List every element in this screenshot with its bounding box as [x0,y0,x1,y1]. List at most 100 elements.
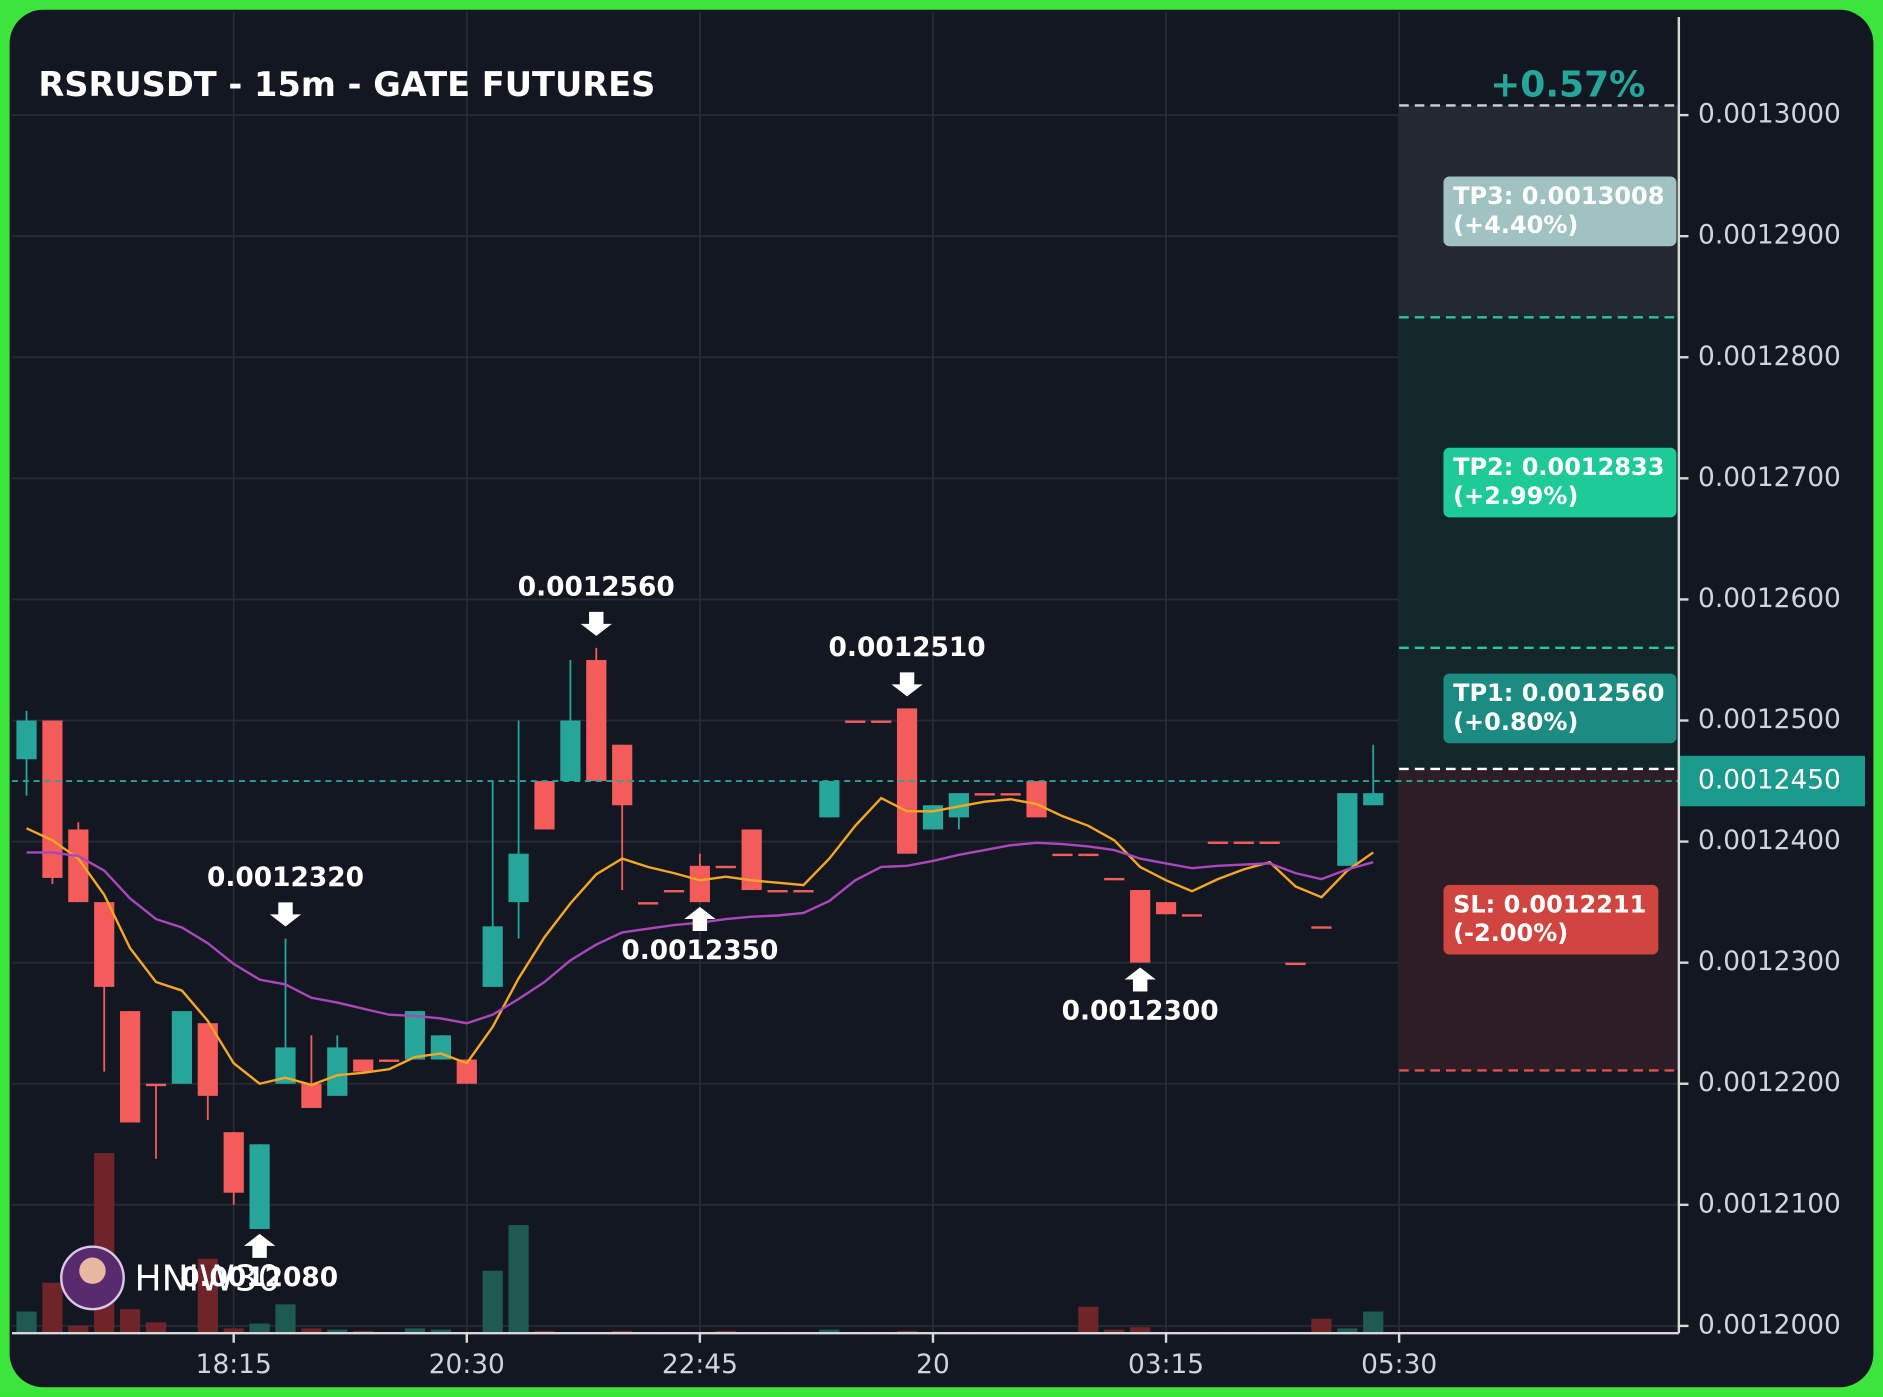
avatar-face [79,1257,106,1284]
level-box [1443,447,1677,518]
candle-body [663,890,685,893]
x-tick-label: 05:30 [1361,1349,1437,1380]
y-tick-label: 0.0013000 [1698,99,1841,130]
candle-body [715,865,736,869]
candle-body [1130,890,1151,963]
x-tick-label: 20:30 [429,1349,505,1380]
candle-body [974,793,995,796]
candle-body [1285,962,1306,966]
y-tick-label: 0.0012400 [1698,825,1841,856]
candle-body [68,829,89,903]
annotation-arrow [891,672,923,697]
last-price-tag [1678,755,1865,807]
candle-body [456,1059,477,1084]
candles [16,647,1384,1230]
candle-body [1026,781,1047,818]
volume-bar [508,1225,529,1334]
annotation-label: 0.0012510 [829,632,986,663]
volume-bar [1311,1318,1332,1334]
candle-body [353,1059,374,1072]
candle-body [1000,793,1021,796]
level-change: (+0.80%) [1453,708,1578,736]
candle-body [586,659,607,782]
y-tick-label: 0.0012000 [1698,1309,1841,1340]
annotation-label: 0.0012560 [518,571,675,602]
annotation-arrow [269,902,302,927]
candle-body [689,865,710,903]
level-label: TP1: 0.0012560 [1453,679,1664,707]
moving-average [26,796,1374,1087]
x-tick-label: 20 [916,1349,950,1380]
overlay: 0.0012450 TP3: 0.0013008(+4.40%) TP2: 0.00… [12,104,1865,1293]
candle-body [404,1011,426,1060]
volume-bar [404,1328,426,1334]
candle-body [120,1011,141,1123]
volume-bar [301,1328,322,1334]
candle-body [223,1132,244,1193]
x-tick-label: 18:15 [196,1349,272,1380]
y-tick-label: 0.0012500 [1698,704,1841,735]
candle-body [249,1144,270,1230]
candle-body [94,902,115,987]
watermark: HNIW30 [135,1258,281,1299]
volume-bar [275,1304,296,1334]
candle-body [482,926,503,987]
candle-body [1052,853,1073,857]
annotation-arrow [243,1233,276,1258]
volume-bar [482,1270,503,1334]
y-tick-label: 0.0012700 [1698,462,1841,493]
y-tick-label: 0.0012900 [1698,220,1841,251]
level-label: SL: 0.0012211 [1453,890,1646,918]
y-tick-label: 0.0012200 [1698,1067,1841,1098]
candle-body [845,720,866,723]
volume-bar [120,1309,141,1334]
y-tick-label: 0.0012300 [1698,946,1841,977]
candle-body [1207,841,1228,844]
candle-body [1259,841,1280,844]
candle-body [560,720,581,782]
volume-bar [1104,1329,1125,1334]
candle-body [1233,841,1254,844]
chart-title: RSRUSDT - 15m - GATE FUTURES [38,65,655,104]
volume-bar [1337,1328,1358,1334]
candle-body [378,1059,400,1062]
candle-body [637,902,659,905]
volume-bar [16,1311,37,1334]
pnl: +0.57% [1490,65,1645,106]
volume-bar [430,1329,451,1334]
candle-body [197,1023,218,1096]
volume-bar [68,1325,89,1334]
candle-body [1155,902,1177,915]
candle-body [819,781,840,818]
candle-body [871,720,892,723]
candle-body [1078,853,1099,857]
volume-bar [42,1282,63,1334]
volume-bar [1078,1306,1099,1334]
candle-body [1337,793,1358,866]
y-tick-label: 0.0012100 [1698,1188,1841,1219]
candle-body [1363,793,1384,806]
candle-body [171,1011,193,1084]
volume-bar [249,1323,270,1334]
level-change: (+4.40%) [1453,211,1578,239]
volume-bar [327,1329,348,1334]
candle-body [793,890,814,893]
candle-body [767,890,788,893]
candle-body [327,1047,348,1096]
volume-bar [1130,1327,1151,1334]
candle-body [275,1047,296,1084]
annotation-label: 0.0012350 [621,935,778,966]
candle-body [16,720,37,760]
candle-body [1104,877,1125,881]
level-box [1443,673,1677,744]
volume-bar [197,1258,218,1334]
annotation-label: 0.0012320 [207,862,364,893]
annotation-label: 0.0012300 [1062,995,1219,1026]
level-label: TP3: 0.0013008 [1453,182,1664,210]
candle-body [1311,926,1332,929]
volume-bar [145,1322,167,1334]
candle-body [612,744,633,806]
candle-body [896,708,918,854]
candle-body [741,829,762,891]
